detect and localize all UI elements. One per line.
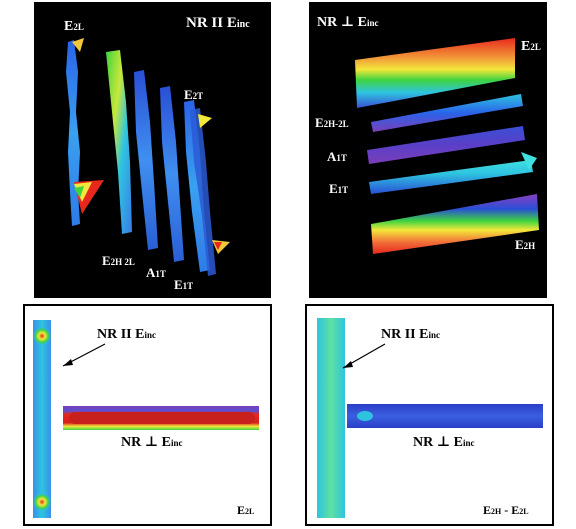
panel-title: NR ⊥ Einc	[317, 15, 379, 30]
surface-strip	[369, 160, 533, 194]
perpendicular-label: NR ⊥ Einc	[413, 435, 475, 450]
mode-label: E2L	[237, 503, 255, 517]
parallel-label: NR II Einc	[97, 327, 156, 342]
mode-label-e2h2l: E2H-2L	[315, 115, 349, 130]
panel-e2h-e2l-map: NR II Einc NR ⊥ Einc E2H - E2L	[305, 304, 554, 526]
parallel-label: NR II Einc	[381, 327, 440, 342]
peak-cone	[198, 114, 212, 128]
surface-strip	[106, 50, 132, 234]
hotspot	[33, 493, 51, 511]
parallel-nanorod-surfaces	[66, 38, 230, 276]
surface-strip	[371, 94, 523, 132]
surface-strip	[355, 38, 515, 108]
parallel-rod	[33, 320, 51, 518]
mode-label-e1t: E1T	[174, 277, 194, 292]
panel-e2l-map: NR II Einc NR ⊥ Einc E2L	[23, 304, 272, 526]
surface-strip	[371, 194, 539, 254]
perpendicular-nanorod-surfaces	[355, 38, 539, 254]
surface-strip	[367, 126, 525, 164]
surface-strip	[190, 108, 216, 276]
panel-perpendicular-3d: NR ⊥ Einc E2L E2H-2L A1T E1T E2H	[309, 2, 547, 298]
field-map-e2l	[33, 320, 259, 518]
field-map-difference	[317, 318, 543, 518]
mode-label-e2h: E2H	[515, 237, 536, 252]
panel-title: NR II Einc	[186, 15, 250, 31]
perpendicular-rod	[347, 404, 543, 428]
mode-label-e2l: E2L	[521, 39, 541, 54]
surface-strip	[134, 70, 158, 250]
mode-label-e2l: E2L	[64, 19, 84, 34]
peak-cone	[72, 38, 84, 52]
mode-label-e2h2l: E2H 2L	[102, 253, 135, 268]
hotspot	[33, 327, 51, 345]
surface-strip	[66, 40, 80, 226]
surface-strip	[160, 86, 184, 262]
perpendicular-label: NR ⊥ Einc	[121, 435, 183, 450]
panel-parallel-3d: NR II Einc E2L E2T E2H 2L A1T E1T	[34, 2, 271, 298]
mode-label-a1t: A1T	[146, 265, 166, 280]
parallel-rod	[317, 318, 345, 518]
mode-label-e2t: E2T	[184, 87, 204, 102]
mode-label-a1t: A1T	[327, 149, 347, 164]
mode-label: E2H - E2L	[483, 503, 529, 517]
mode-label-e1t: E1T	[329, 181, 349, 196]
